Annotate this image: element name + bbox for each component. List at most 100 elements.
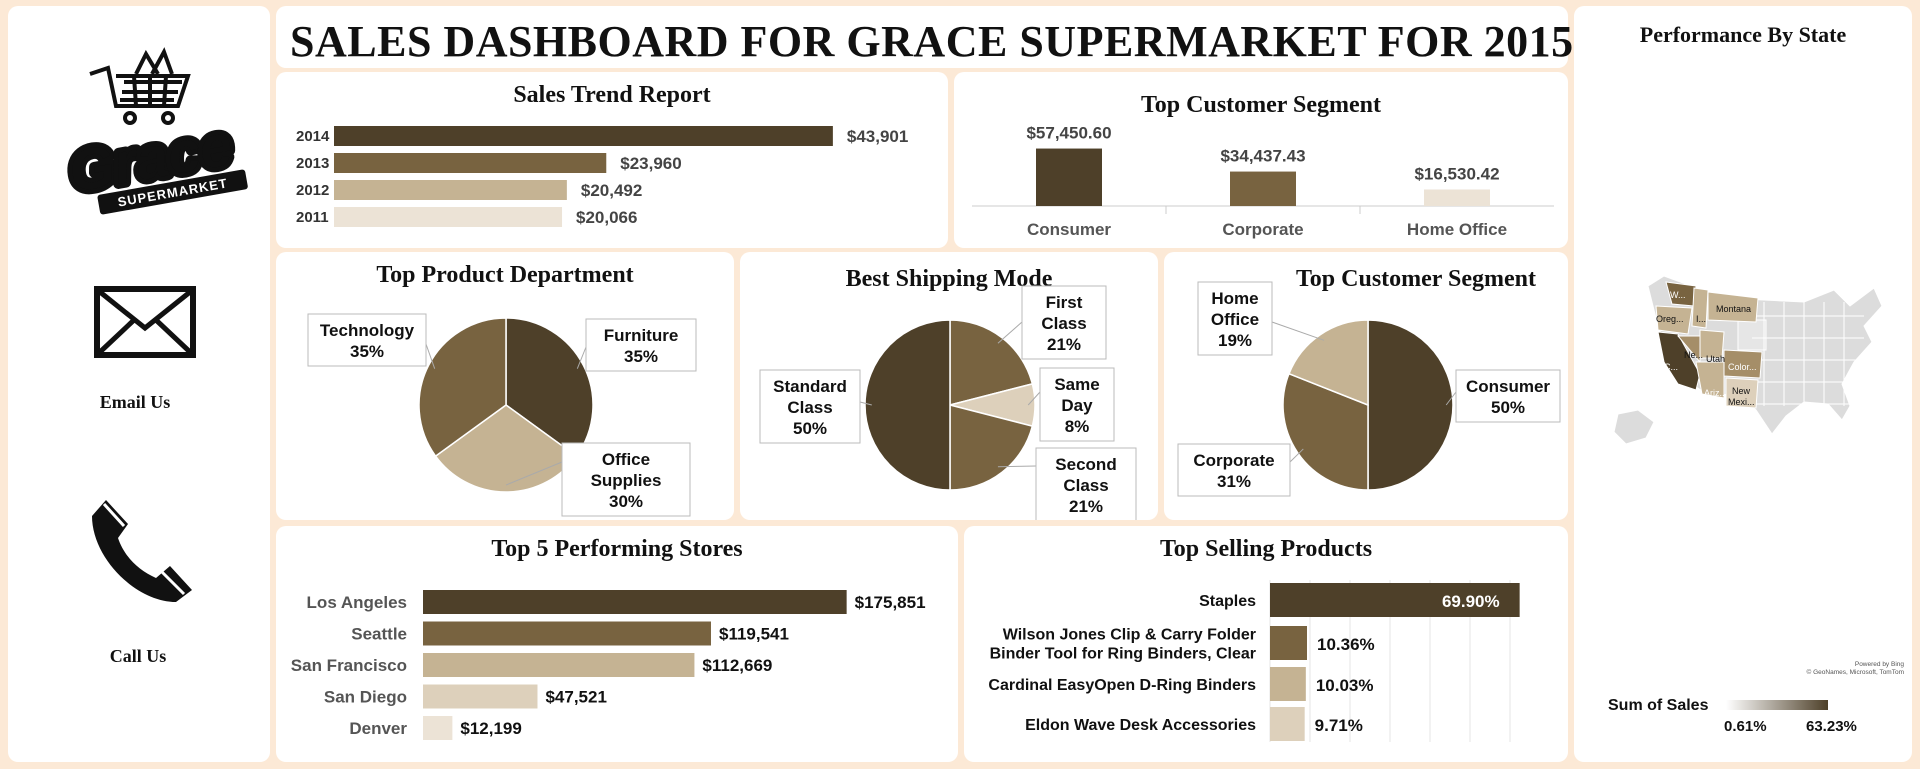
data-callout (1177, 443, 1291, 497)
callout-category-label: Same (1054, 375, 1099, 394)
sidebar: Grace Grace SUPERMARKET Email Us Call Us (8, 6, 270, 762)
callout-percent-label: 8% (1065, 417, 1090, 436)
callout-category-label: Second (1055, 455, 1116, 474)
product-value-label: 10.03% (1316, 676, 1374, 695)
segment-value-label: $57,450.60 (1026, 124, 1111, 143)
segment-bar (1424, 189, 1490, 206)
callout-percent-label: 30% (609, 492, 643, 511)
callout-category-label: Standard (773, 377, 847, 396)
state-map-chart: W... Oreg... I... Montana C... Ne... UtahColor… (1608, 275, 1905, 735)
store-value-label: $175,851 (855, 593, 926, 612)
pie-slice (1282, 372, 1369, 491)
callout-category-label: Supplies (591, 471, 662, 490)
top-stores-chart: Los Angeles $175,851 Seattle $119,541 San Fr… (291, 590, 926, 740)
store-label: Los Angeles (307, 593, 407, 612)
segment-category-label: Corporate (1222, 220, 1303, 239)
product-label: Staples (1199, 593, 1256, 610)
sales-bar (334, 180, 567, 200)
callout-category-label: Corporate (1193, 451, 1274, 470)
product-value-label: 10.36% (1317, 635, 1375, 654)
callout-percent-label: 19% (1218, 331, 1252, 350)
shipping-mode-panel: Best Shipping Mode First Class 21% Same Day 8… (740, 252, 1158, 520)
store-value-label: $12,199 (460, 719, 521, 738)
callout-category-label: Office (1211, 310, 1259, 329)
state-shape (1691, 287, 1709, 329)
leader-line (1027, 391, 1041, 406)
grace-logo: Grace Grace SUPERMARKET (59, 47, 248, 215)
shipping-mode-title: Best Shipping Mode (845, 266, 1053, 292)
legend-min-label: 0.61% (1724, 718, 1767, 735)
legend-gradient-bar (1726, 700, 1828, 710)
callout-category-label: Class (1041, 314, 1086, 333)
state-label: Utah (1706, 354, 1725, 364)
data-callout (1035, 447, 1137, 520)
product-value-label: 9.71% (1315, 716, 1363, 735)
pie-slice (949, 404, 1034, 491)
top-stores-panel: Top 5 Performing Stores Los Angeles $175,… (276, 526, 958, 762)
state-shape (1737, 319, 1767, 351)
product-label: Cardinal EasyOpen D-Ring Binders (988, 677, 1256, 694)
callout-category-label: Technology (320, 321, 415, 340)
callout-category-label: Class (787, 398, 832, 417)
logo-banner (97, 169, 248, 215)
segment-bar (1036, 148, 1102, 206)
segment-category-label: Home Office (1407, 220, 1507, 239)
segment-pie-chart: Consumer 50% Corporate 31% Home Office 19% (1177, 281, 1561, 497)
product-bar (1270, 626, 1307, 660)
sales-value-label: $20,492 (581, 181, 642, 200)
data-callout (585, 318, 697, 372)
state-shape (1725, 377, 1759, 409)
email-us-link[interactable]: Email Us (99, 392, 171, 412)
leader-line (425, 343, 436, 369)
sales-value-label: $20,066 (576, 208, 637, 227)
sales-value-label: $23,960 (620, 154, 681, 173)
pie-slice (864, 319, 951, 491)
map-attribution: © GeoNames, Microsoft, TomTom (1807, 668, 1905, 676)
phone-icon[interactable] (88, 494, 198, 604)
leader-line (1445, 391, 1457, 406)
callout-category-label: Consumer (1466, 377, 1550, 396)
call-us-link[interactable]: Call Us (109, 646, 167, 666)
state-shape (1699, 329, 1725, 359)
top-stores-title: Top 5 Performing Stores (491, 536, 743, 562)
state-label: Mexi... (1728, 397, 1755, 407)
state-label: Oreg... (1656, 314, 1684, 324)
store-bar (423, 716, 453, 740)
top-products-title: Top Selling Products (1159, 536, 1373, 562)
callout-percent-label: 31% (1217, 472, 1251, 491)
map-attribution: Powered by Bing (1855, 661, 1905, 668)
leader-line (859, 401, 872, 406)
year-label: 2014 (296, 128, 330, 145)
envelope-icon[interactable] (94, 286, 196, 358)
state-shape (1655, 305, 1693, 335)
segment-pie-title: Top Customer Segment (1295, 266, 1536, 292)
store-label: Denver (349, 719, 407, 738)
pie-slice (505, 317, 594, 458)
legend-title: Sum of Sales (1608, 697, 1709, 714)
pie-slice (1287, 319, 1369, 407)
sales-trend-panel: Sales Trend Report 2014 $43,901 2013 $23,96… (276, 72, 948, 248)
pie-slice (418, 317, 507, 458)
data-callout (561, 442, 691, 517)
shipping-mode-chart: First Class 21% Same Day 8% Second Class 21% Stan… (759, 285, 1137, 520)
callout-percent-label: 35% (350, 342, 384, 361)
product-label: Eldon Wave Desk Accessories (1025, 717, 1256, 734)
leader-line (997, 321, 1023, 344)
leader-line (505, 461, 563, 486)
product-department-title: Top Product Department (376, 262, 634, 288)
segment-value-label: $34,437.43 (1220, 147, 1305, 166)
callout-percent-label: 50% (1491, 398, 1525, 417)
store-value-label: $119,541 (719, 625, 789, 644)
state-label: Ariz... (1704, 388, 1727, 398)
year-label: 2012 (296, 182, 329, 199)
store-value-label: $112,669 (702, 656, 772, 675)
product-label: Binder Tool for Ring Binders, Clear (990, 646, 1256, 663)
store-label: San Francisco (291, 656, 407, 675)
state-label: New (1732, 386, 1751, 396)
segment-category-label: Consumer (1027, 220, 1111, 239)
state-label: Color... (1728, 362, 1757, 372)
state-label: I... (1696, 314, 1706, 324)
callout-percent-label: 35% (624, 347, 658, 366)
cart-icon (89, 47, 191, 125)
year-label: 2013 (296, 155, 329, 172)
